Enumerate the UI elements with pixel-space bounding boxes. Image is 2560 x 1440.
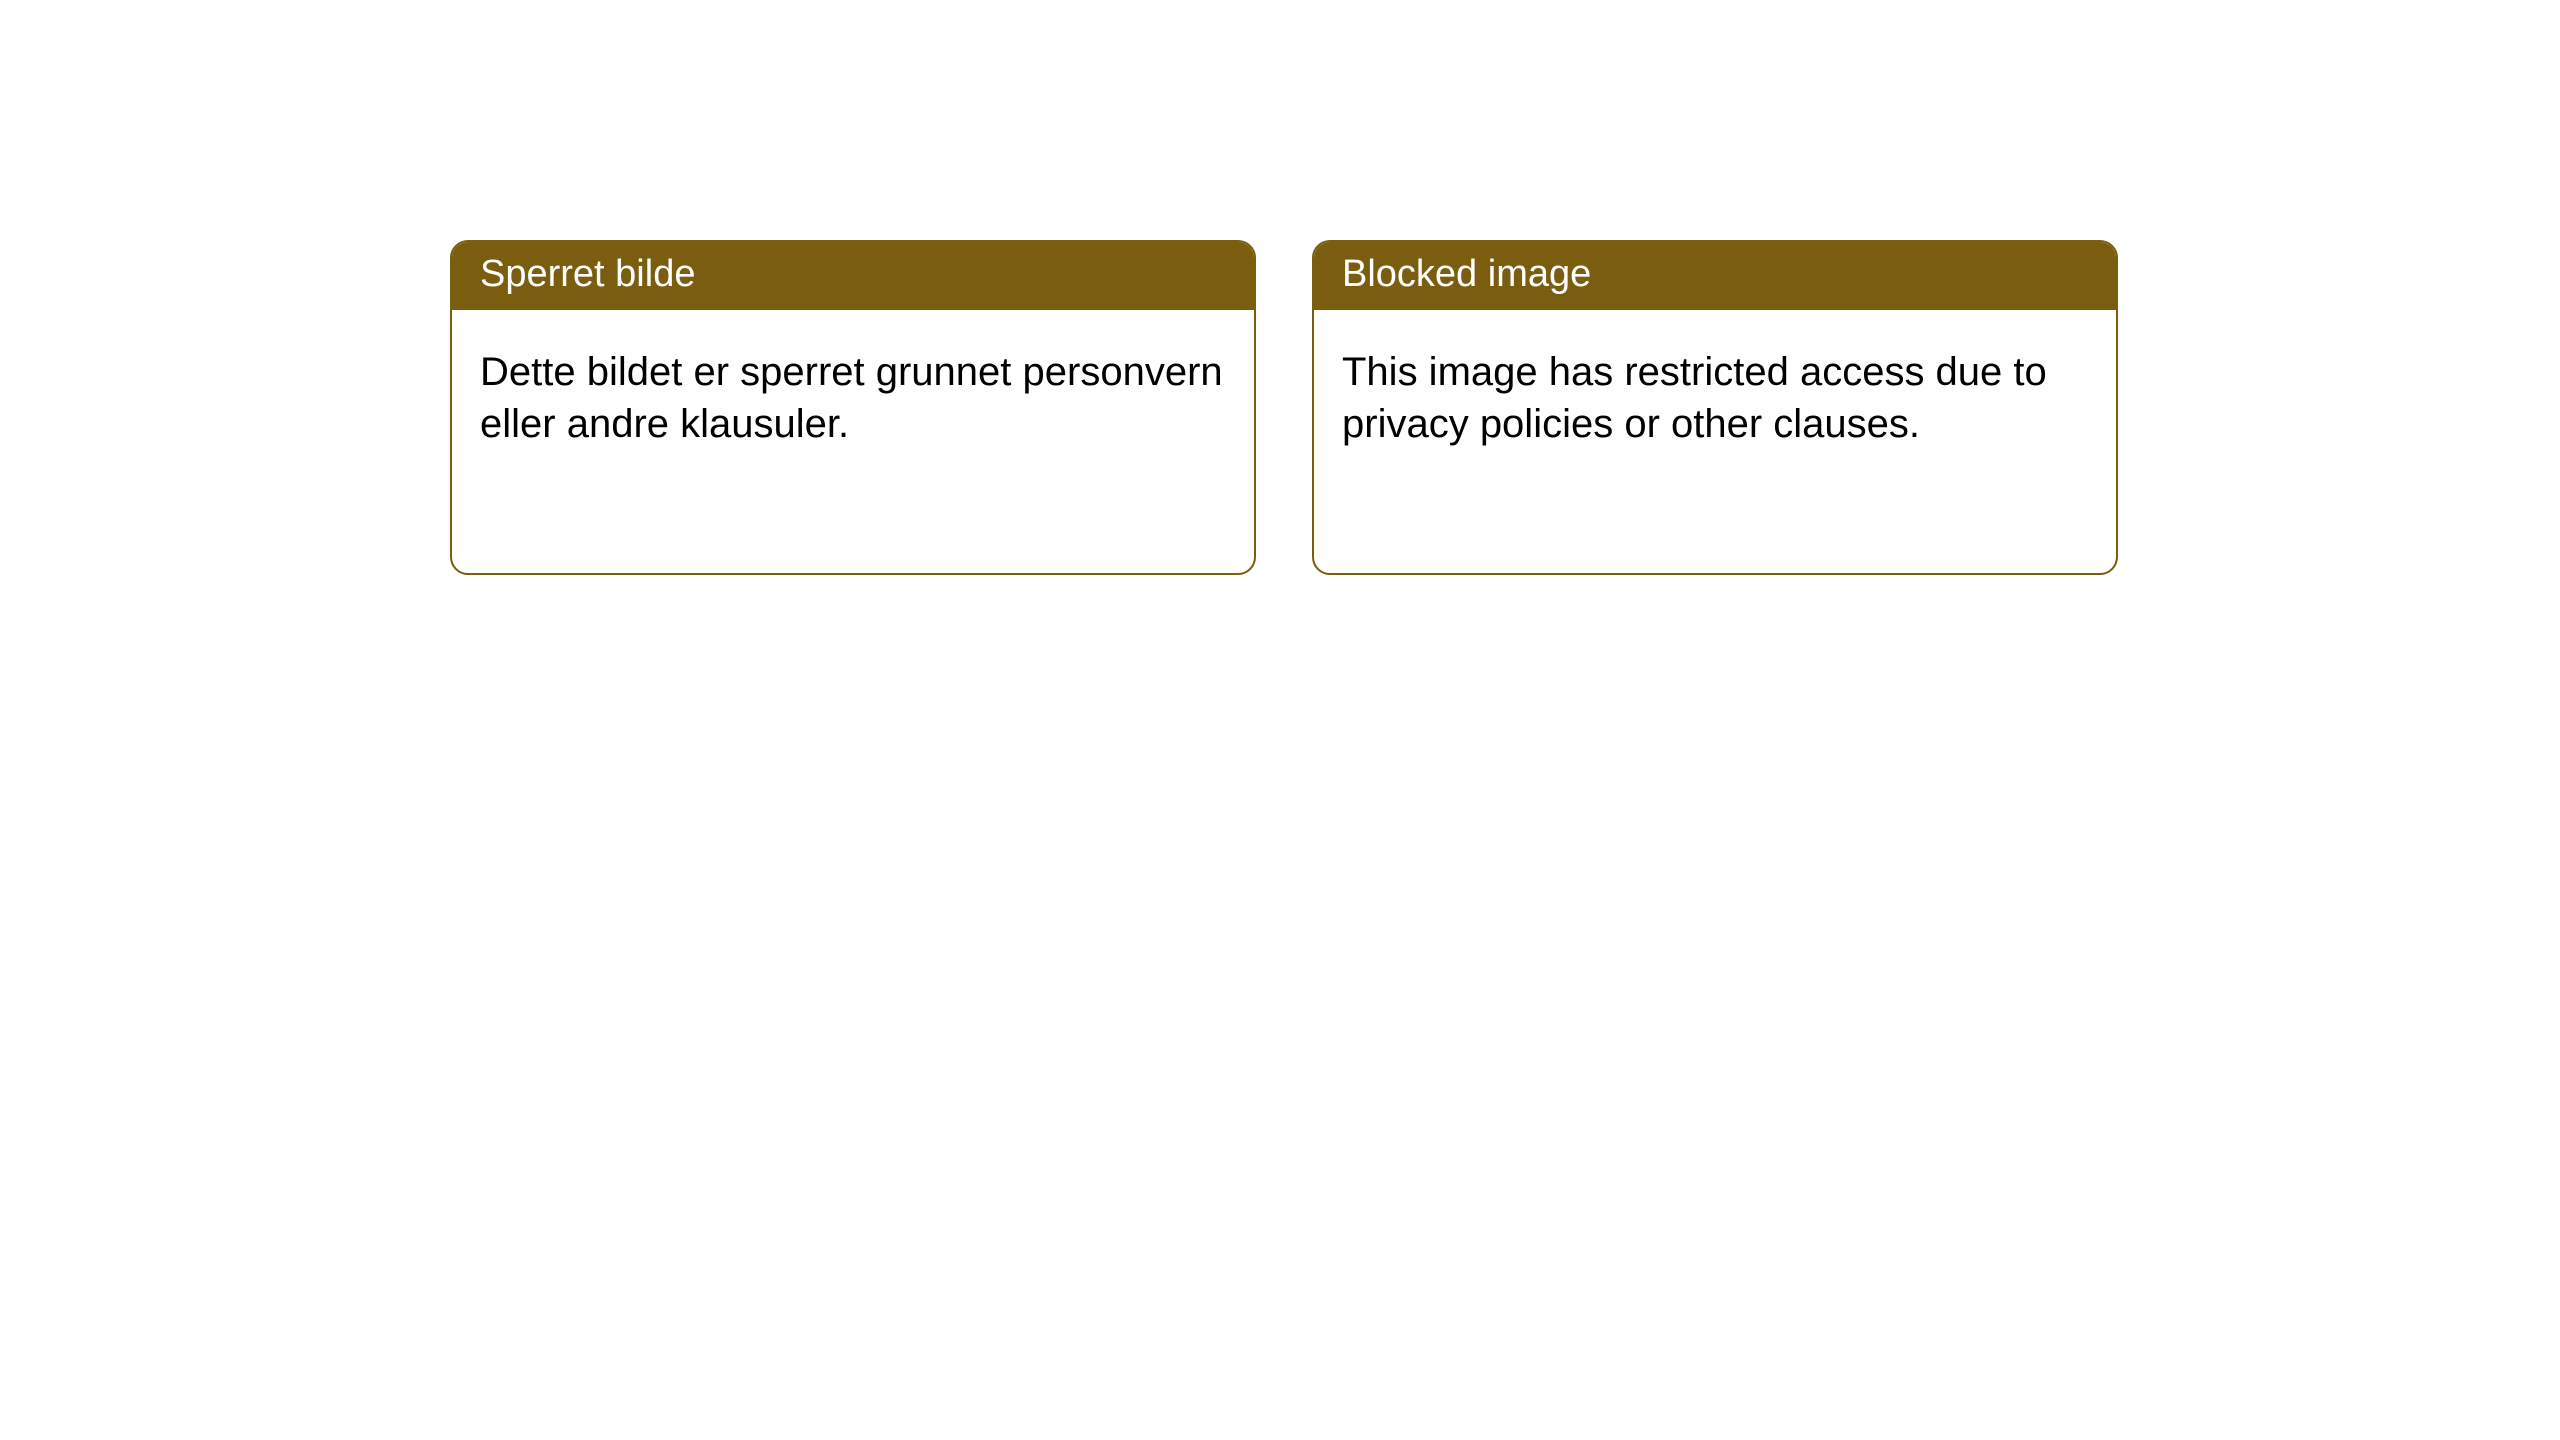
cards-container: Sperret bilde Dette bildet er sperret gr…: [0, 0, 2560, 575]
card-body-norwegian: Dette bildet er sperret grunnet personve…: [452, 310, 1254, 478]
card-body-english: This image has restricted access due to …: [1314, 310, 2116, 478]
card-header-norwegian: Sperret bilde: [452, 242, 1254, 310]
card-header-english: Blocked image: [1314, 242, 2116, 310]
card-norwegian: Sperret bilde Dette bildet er sperret gr…: [450, 240, 1256, 575]
card-english: Blocked image This image has restricted …: [1312, 240, 2118, 575]
